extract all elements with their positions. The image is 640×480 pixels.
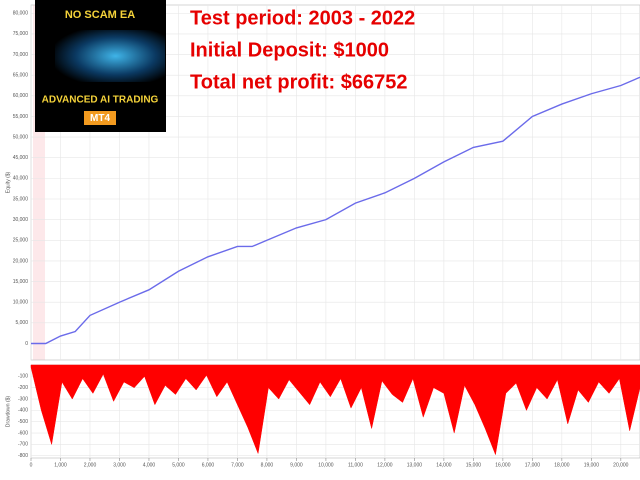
x-tick-label: 17,000: [525, 462, 541, 468]
y-tick-label: 20,000: [13, 258, 29, 264]
x-tick-label: 19,000: [584, 462, 600, 468]
x-tick-label: 2,000: [84, 462, 97, 468]
y-tick-label: 60,000: [13, 93, 29, 99]
x-tick-label: 13,000: [407, 462, 423, 468]
x-tick-label: 18,000: [554, 462, 570, 468]
y-tick-label: -400: [18, 408, 28, 414]
x-tick-label: 11,000: [348, 462, 363, 468]
x-tick-label: 9,000: [290, 462, 303, 468]
x-tick-label: 3,000: [113, 462, 126, 468]
y-tick-label: 65,000: [13, 73, 29, 79]
image-art: [55, 30, 165, 82]
y-tick-label: 25,000: [13, 238, 29, 244]
x-tick-label: 10,000: [318, 462, 334, 468]
y-tick-label: 40,000: [13, 176, 29, 182]
x-tick-label: 14,000: [436, 462, 452, 468]
y-tick-label: -800: [18, 453, 28, 459]
y-axis-label: Equity ($): [5, 171, 11, 193]
x-tick-label: 1,000: [54, 462, 67, 468]
platform-badge: [84, 111, 116, 125]
y-tick-label: -500: [18, 419, 28, 425]
info-line: Initial Deposit: $1000: [190, 39, 389, 61]
y-tick-label: 0: [25, 341, 28, 347]
brand: NO SCAM EA: [65, 9, 135, 21]
y-tick-label: -300: [18, 396, 28, 402]
y-tick-label: 45,000: [13, 155, 29, 161]
y-tick-label: -700: [18, 442, 28, 448]
y-tick-label: 10,000: [13, 300, 29, 306]
y-tick-label: 35,000: [13, 196, 29, 202]
y-tick-label: 50,000: [13, 134, 29, 140]
x-tick-label: 6,000: [202, 462, 215, 468]
y-tick-label: 5,000: [15, 320, 28, 326]
x-tick-label: 20,000: [613, 462, 629, 468]
x-tick-label: 7,000: [231, 462, 244, 468]
y-tick-label: 15,000: [13, 279, 29, 285]
y-tick-label: -600: [18, 430, 28, 436]
y-tick-label: 70,000: [13, 52, 29, 58]
equity-line: [31, 76, 640, 345]
platform: MT4: [90, 113, 110, 124]
x-tick-label: 5,000: [172, 462, 185, 468]
info-line: Test period: 2003 - 2022: [190, 7, 415, 29]
product: ADVANCED AI TRADING: [42, 95, 159, 106]
y-axis-label: Drawdown ($): [5, 396, 11, 427]
info-line: Total net profit: $66752: [190, 71, 407, 93]
y-tick-label: -200: [18, 385, 28, 391]
y-tick-label: 75,000: [13, 31, 29, 37]
x-tick-label: 16,000: [495, 462, 511, 468]
x-tick-label: 15,000: [466, 462, 482, 468]
y-tick-label: -100: [18, 374, 28, 380]
promo-image: NO SCAM EA ADVANCED AI TRADING MT4: [35, 0, 166, 132]
charts: 0 5,000 10,000 15,000 20,000 25,000 30,000 35,0…: [5, 4, 640, 468]
y-tick-label: 30,000: [13, 217, 29, 223]
y-tick-label: 55,000: [13, 114, 29, 120]
x-tick-label: 4,000: [143, 462, 156, 468]
drawdown-area: [30, 364, 640, 456]
x-tick-label: 0: [30, 462, 33, 468]
x-tick-label: 12,000: [377, 462, 393, 468]
y-tick-label: 80,000: [13, 11, 29, 17]
x-tick-label: 8,000: [261, 462, 274, 468]
